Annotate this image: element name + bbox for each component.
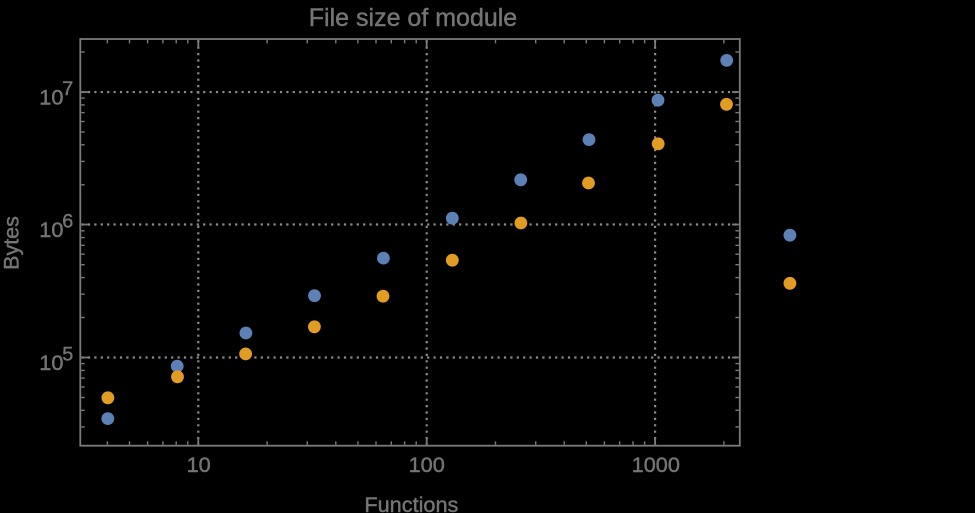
svg-text:1000: 1000 [632, 452, 680, 477]
svg-text:5: 5 [62, 343, 73, 365]
svg-text:6: 6 [62, 210, 73, 232]
svg-text:Functions: Functions [364, 492, 458, 513]
svg-text:10: 10 [39, 350, 63, 375]
svg-text:Bytes: Bytes [0, 216, 24, 270]
svg-text:10: 10 [39, 84, 63, 109]
svg-text:100: 100 [409, 452, 445, 477]
svg-text:File size of module: File size of module [309, 4, 517, 32]
svg-text:10: 10 [187, 452, 211, 477]
svg-text:10: 10 [39, 217, 63, 242]
svg-text:7: 7 [62, 78, 73, 100]
